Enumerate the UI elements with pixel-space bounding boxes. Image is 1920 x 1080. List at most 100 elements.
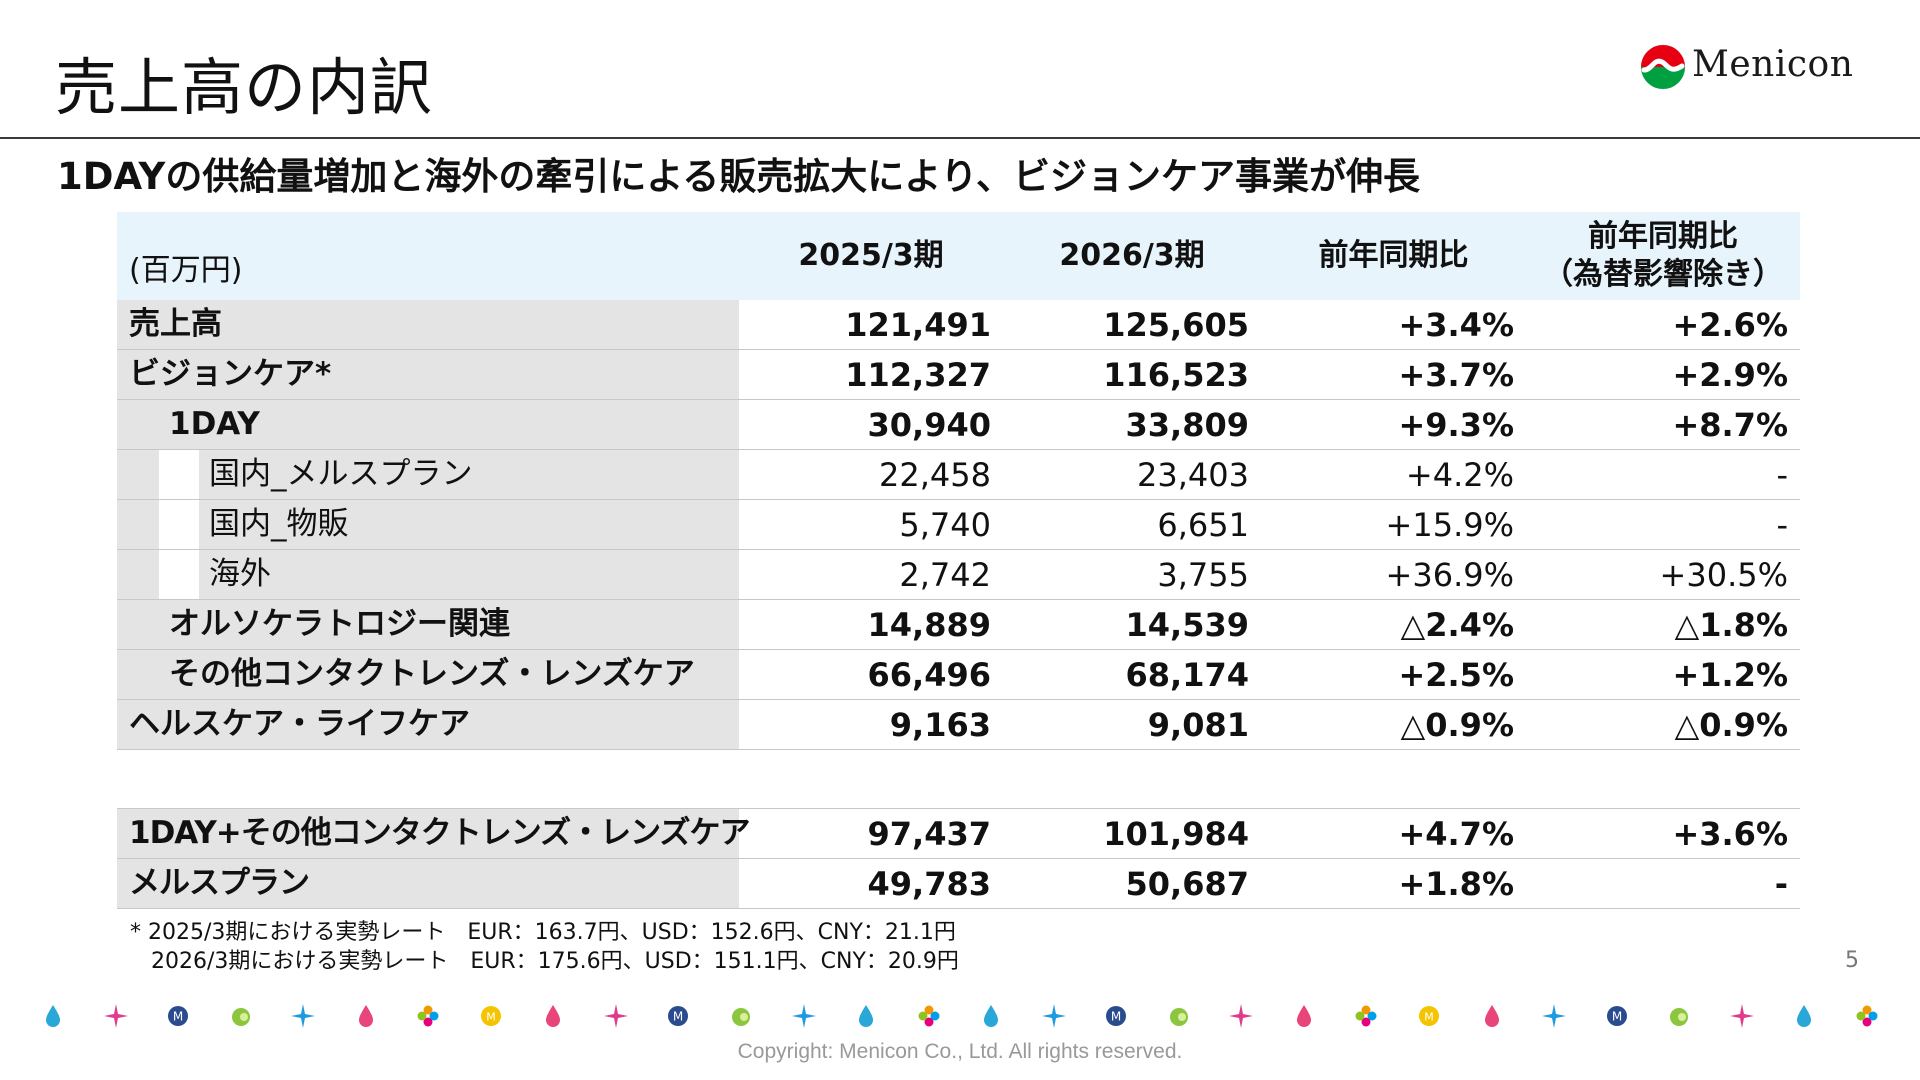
svg-text:M: M xyxy=(173,1010,183,1024)
sparkle-icon xyxy=(1729,1003,1755,1029)
cell-fy2025: 2,742 xyxy=(739,549,1003,601)
cell-yoy: +4.7% xyxy=(1261,808,1526,859)
column-header: 2025/3期 xyxy=(739,212,1003,300)
drop-icon xyxy=(540,1003,566,1029)
logo-wordmark: Menicon xyxy=(1692,44,1854,85)
coin-icon: M xyxy=(478,1003,504,1029)
row-label: その他コンタクトレンズ・レンズケア xyxy=(117,650,739,700)
sales-breakdown-table: (百万円) 2025/3期 2026/3期 前年同期比 前年同期比 （為替影響除… xyxy=(117,212,1800,751)
table-row: 海外 2,742 3,755 +36.9% +30.5% xyxy=(117,549,1800,601)
table-row: 売上高 121,491 125,605 +3.4% +2.6% xyxy=(117,300,1800,351)
cell-fy2025: 112,327 xyxy=(739,349,1003,401)
cell-yoy: +36.9% xyxy=(1261,549,1526,601)
row-label: 売上高 xyxy=(117,300,739,350)
cell-fy2026: 14,539 xyxy=(1003,599,1261,651)
row-label: ビジョンケア* xyxy=(117,350,739,400)
cell-fy2025: 121,491 xyxy=(739,300,1003,351)
row-label: 1DAY+その他コンタクトレンズ・レンズケア xyxy=(117,809,751,858)
copyright-notice: Copyright: Menicon Co., Ltd. All rights … xyxy=(737,1040,1183,1063)
m-badge-icon: M xyxy=(1604,1003,1630,1029)
drop-icon xyxy=(978,1003,1004,1029)
svg-text:M: M xyxy=(673,1010,683,1024)
table-row: メルスプラン 49,783 50,687 +1.8% - xyxy=(117,858,1800,909)
coin-icon: M xyxy=(1416,1003,1442,1029)
row-label: 海外 xyxy=(117,550,739,600)
exchange-rate-footnote: * 2025/3期における実勢レート EUR：163.7円、USD：152.6円… xyxy=(130,920,959,974)
drop-icon xyxy=(1791,1003,1817,1029)
cell-yoy-fx: - xyxy=(1526,858,1800,909)
table-row: オルソケラトロジー関連 14,889 14,539 △2.4% △1.8% xyxy=(117,599,1800,651)
cell-fy2026: 101,984 xyxy=(1003,808,1261,859)
sparkle-icon xyxy=(1041,1003,1067,1029)
cell-yoy: +3.7% xyxy=(1261,349,1526,401)
cell-fy2025: 9,163 xyxy=(739,699,1003,751)
flower-icon xyxy=(1854,1003,1880,1029)
table-row: その他コンタクトレンズ・レンズケア 66,496 68,174 +2.5% +1… xyxy=(117,649,1800,701)
cell-fy2026: 116,523 xyxy=(1003,349,1261,401)
leaf-icon xyxy=(728,1003,754,1029)
row-label: 国内_メルスプラン xyxy=(117,450,739,500)
leaf-icon xyxy=(228,1003,254,1029)
drop-icon xyxy=(40,1003,66,1029)
cell-yoy: △2.4% xyxy=(1261,599,1526,651)
cell-fy2026: 125,605 xyxy=(1003,300,1261,351)
drop-icon xyxy=(853,1003,879,1029)
slide-subtitle: 1DAYの供給量増加と海外の牽引による販売拡大により、ビジョンケア事業が伸長 xyxy=(57,155,1421,198)
row-label: オルソケラトロジー関連 xyxy=(117,600,739,650)
cell-fy2026: 3,755 xyxy=(1003,549,1261,601)
table-row: 国内_物販 5,740 6,651 +15.9% - xyxy=(117,499,1800,551)
cell-fy2026: 9,081 xyxy=(1003,699,1261,751)
drop-icon xyxy=(1291,1003,1317,1029)
cell-yoy: +1.8% xyxy=(1261,858,1526,909)
drop-icon xyxy=(1479,1003,1505,1029)
drop-icon xyxy=(353,1003,379,1029)
cell-yoy-fx: +30.5% xyxy=(1526,549,1800,601)
cell-fy2026: 6,651 xyxy=(1003,499,1261,551)
svg-text:M: M xyxy=(1111,1010,1121,1024)
cell-yoy: +9.3% xyxy=(1261,399,1526,451)
cell-fy2026: 23,403 xyxy=(1003,449,1261,501)
cell-yoy: △0.9% xyxy=(1261,699,1526,751)
cell-yoy: +3.4% xyxy=(1261,300,1526,351)
cell-yoy-fx: △1.8% xyxy=(1526,599,1800,651)
sparkle-icon xyxy=(290,1003,316,1029)
table-row: ヘルスケア・ライフケア 9,163 9,081 △0.9% △0.9% xyxy=(117,699,1800,751)
cell-fy2026: 33,809 xyxy=(1003,399,1261,451)
cell-yoy: +15.9% xyxy=(1261,499,1526,551)
cell-yoy-fx: △0.9% xyxy=(1526,699,1800,751)
cell-yoy-fx: - xyxy=(1526,449,1800,501)
leaf-icon xyxy=(1166,1003,1192,1029)
table-header-row: (百万円) 2025/3期 2026/3期 前年同期比 前年同期比 （為替影響除… xyxy=(117,212,1800,300)
cell-yoy-fx: +1.2% xyxy=(1526,649,1800,701)
svg-text:M: M xyxy=(486,1011,496,1024)
row-label: ヘルスケア・ライフケア xyxy=(117,700,739,750)
cell-fy2026: 68,174 xyxy=(1003,649,1261,701)
flower-icon xyxy=(415,1003,441,1029)
cell-fy2025: 14,889 xyxy=(739,599,1003,651)
row-label: 1DAY xyxy=(117,400,739,450)
sparkle-icon xyxy=(791,1003,817,1029)
column-header: 前年同期比 （為替影響除き） xyxy=(1526,212,1800,300)
page-number: 5 xyxy=(1845,948,1859,973)
cell-fy2025: 97,437 xyxy=(739,808,1003,859)
cell-yoy-fx: - xyxy=(1526,499,1800,551)
table-row: 1DAY+その他コンタクトレンズ・レンズケア 97,437 101,984 +4… xyxy=(117,808,1800,859)
svg-text:M: M xyxy=(1611,1010,1621,1024)
cell-yoy-fx: +8.7% xyxy=(1526,399,1800,451)
cell-yoy-fx: +2.6% xyxy=(1526,300,1800,351)
cell-yoy-fx: +2.9% xyxy=(1526,349,1800,401)
table-row: 国内_メルスプラン 22,458 23,403 +4.2% - xyxy=(117,449,1800,501)
row-label: 国内_物販 xyxy=(117,500,739,550)
menicon-logo-icon xyxy=(1640,44,1686,90)
column-header: 前年同期比 xyxy=(1261,212,1526,300)
cell-fy2025: 22,458 xyxy=(739,449,1003,501)
sparkle-icon xyxy=(603,1003,629,1029)
cell-fy2025: 49,783 xyxy=(739,858,1003,909)
cell-fy2025: 5,740 xyxy=(739,499,1003,551)
sparkle-icon xyxy=(1228,1003,1254,1029)
cell-fy2026: 50,687 xyxy=(1003,858,1261,909)
column-header: 2026/3期 xyxy=(1003,212,1261,300)
table-row: 1DAY 30,940 33,809 +9.3% +8.7% xyxy=(117,399,1800,451)
company-logo: Menicon xyxy=(1640,42,1880,94)
